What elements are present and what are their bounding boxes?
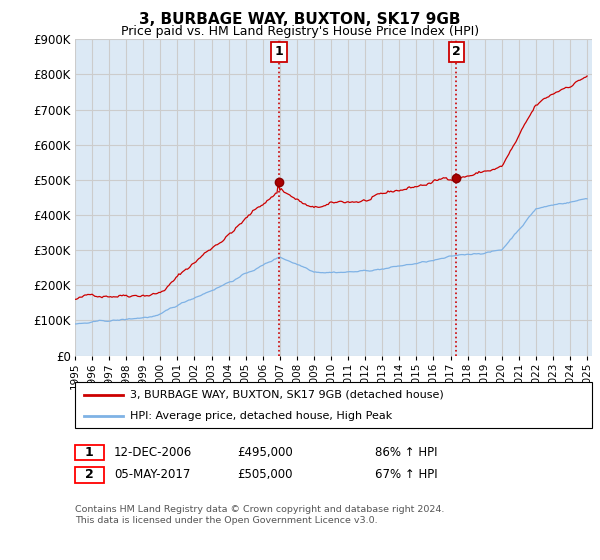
- Text: 1: 1: [85, 446, 94, 459]
- Text: £505,000: £505,000: [237, 468, 293, 482]
- Text: 05-MAY-2017: 05-MAY-2017: [114, 468, 190, 482]
- Text: £495,000: £495,000: [237, 446, 293, 459]
- Text: 3, BURBAGE WAY, BUXTON, SK17 9GB (detached house): 3, BURBAGE WAY, BUXTON, SK17 9GB (detach…: [130, 390, 444, 400]
- Text: Price paid vs. HM Land Registry's House Price Index (HPI): Price paid vs. HM Land Registry's House …: [121, 25, 479, 38]
- Text: 1: 1: [275, 45, 283, 58]
- Text: 3, BURBAGE WAY, BUXTON, SK17 9GB: 3, BURBAGE WAY, BUXTON, SK17 9GB: [139, 12, 461, 27]
- Text: 12-DEC-2006: 12-DEC-2006: [114, 446, 192, 459]
- Text: Contains HM Land Registry data © Crown copyright and database right 2024.
This d: Contains HM Land Registry data © Crown c…: [75, 505, 445, 525]
- Text: 2: 2: [85, 468, 94, 482]
- Text: 67% ↑ HPI: 67% ↑ HPI: [375, 468, 437, 482]
- Text: 86% ↑ HPI: 86% ↑ HPI: [375, 446, 437, 459]
- Text: 2: 2: [452, 45, 461, 58]
- Text: HPI: Average price, detached house, High Peak: HPI: Average price, detached house, High…: [130, 411, 392, 421]
